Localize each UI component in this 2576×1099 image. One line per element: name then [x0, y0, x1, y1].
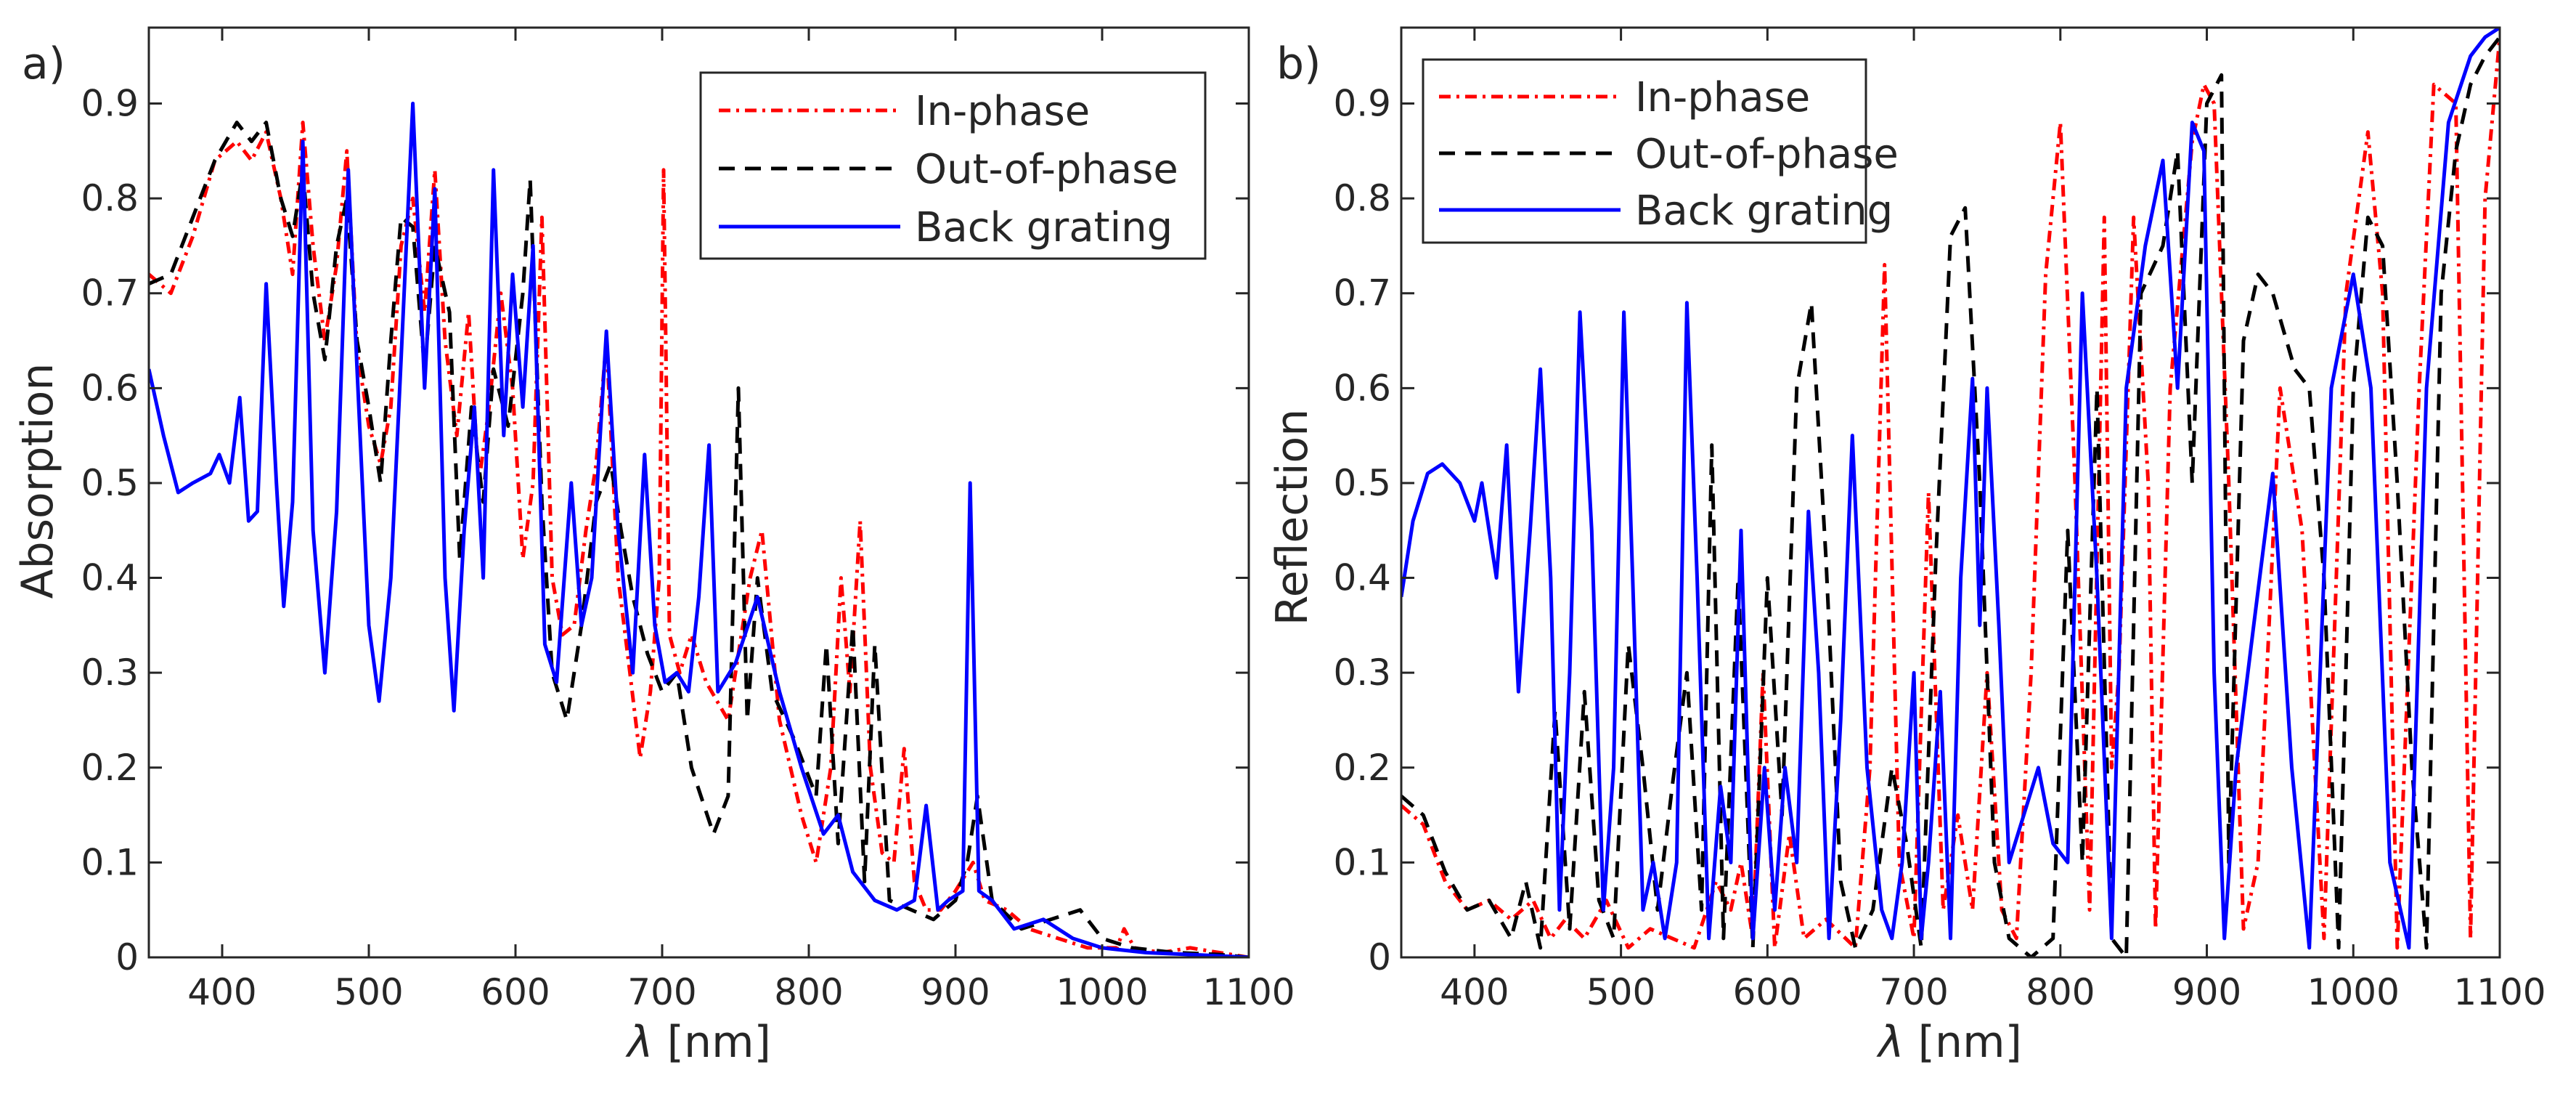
panel-b-series-back-grating [1401, 28, 2500, 950]
panel-a-xtick-label: 900 [921, 971, 990, 1013]
panel-b-xlabel: λ [nm] [1876, 1017, 2022, 1068]
panel-b-ytick-label: 0.9 [1333, 82, 1391, 124]
panel-b-ytick-label: 0.5 [1333, 462, 1391, 504]
panel-b-xlabel-symbol: λ [1876, 1017, 1904, 1068]
panel-b-legend-label: Out-of-phase [1635, 131, 1899, 178]
panel-b-ytick-label: 0.3 [1333, 652, 1391, 694]
panel-a-xtick-label: 700 [627, 971, 696, 1013]
panel-b-series-group [1401, 28, 2500, 957]
panel-a-xtick-label: 1100 [1202, 971, 1295, 1013]
panel-b-legend-label: Back grating [1635, 187, 1893, 235]
panel-b-xtick-label: 1000 [2307, 971, 2400, 1013]
panel-a-ytick-label: 0.9 [81, 82, 139, 124]
panel-b-xtick-label: 600 [1733, 971, 1802, 1013]
panel-b-xtick-label: 500 [1586, 971, 1655, 1013]
panel-a-xtick-label: 500 [334, 971, 403, 1013]
panel-a-series-group [149, 102, 1249, 957]
panel-a-label: a) [22, 38, 65, 89]
panel-a-axes-box [147, 26, 1250, 959]
panel-b-ytick-label: 0.1 [1333, 841, 1391, 883]
panel-a-plot-area: 400 500 600 700 800 900 1000 1100 0 0.1 0.2 0.3 0.4 0… [81, 26, 1295, 1013]
panel-b-ytick-label: 0.8 [1333, 177, 1391, 219]
panel-a-ytick-label: 0 [115, 936, 139, 978]
panel-b-axes-box [1400, 26, 2501, 959]
panel-a-ytick-label: 0.3 [81, 652, 139, 694]
panel-b-ytick-label: 0 [1368, 936, 1391, 978]
panel-b-legend-box [1422, 58, 1867, 244]
panel-b-xtick-label: 800 [2026, 971, 2095, 1013]
panel-b-legend-label: In-phase [1635, 74, 1810, 121]
panel-a-series-in-phase [149, 121, 1249, 957]
panel-a-legend-label: Back grating [915, 204, 1173, 251]
panel-b-xtick-label: 1100 [2453, 971, 2546, 1013]
panel-b-ytick-label: 0.4 [1333, 557, 1391, 599]
panel-b-series-out-of-phase [1401, 36, 2500, 957]
panel-a-ytick-label: 0.5 [81, 462, 139, 504]
panel-b-ylabel: Reflection [1267, 409, 1318, 626]
panel-a-ylabel: Absorption [12, 363, 63, 599]
panel-b-legend: In-phase Out-of-phase Back grating [1422, 58, 1899, 244]
panel-a-xtick-label: 400 [187, 971, 256, 1013]
panel-b-ytick-label: 0.6 [1333, 367, 1391, 409]
panel-b-xtick-label: 700 [1879, 971, 1948, 1013]
panel-a-ytick-label: 0.1 [81, 841, 139, 883]
panel-a-ytick-label: 0.7 [81, 272, 139, 315]
panel-a-xlabel: λ [nm] [625, 1017, 771, 1068]
panel-a-xtick-label: 600 [481, 971, 550, 1013]
panel-b-ytick-label: 0.2 [1333, 747, 1391, 789]
panel-a-ytick-label: 0.6 [81, 367, 139, 409]
panel-a-ytick-label: 0.8 [81, 177, 139, 219]
panel-a-xtick-label: 800 [774, 971, 843, 1013]
panel-b-plot-area: 400 500 600 700 800 900 1000 1100 0 0.1 0.2 0.3 0.4 0… [1333, 26, 2546, 1013]
panel-a-legend-label: In-phase [915, 88, 1090, 135]
panel-a-legend-label: Out-of-phase [915, 146, 1178, 193]
panel-a-ytick-label: 0.2 [81, 747, 139, 789]
panel-b-series-in-phase [1401, 36, 2500, 950]
panel-b-xtick-label: 900 [2172, 971, 2241, 1013]
panel-a-legend: In-phase Out-of-phase Back grating [699, 71, 1207, 260]
panel-a-ytick-label: 0.4 [81, 557, 139, 599]
panel-a-xlabel-unit: [nm] [653, 1017, 771, 1068]
panel-b-ytick-label: 0.7 [1333, 272, 1391, 315]
panel-a-series-back-grating [149, 102, 1249, 957]
panel-b-xtick-label: 400 [1440, 971, 1509, 1013]
panel-b-xlabel-unit: [nm] [1904, 1017, 2022, 1068]
panel-a-xtick-label: 1000 [1056, 971, 1148, 1013]
panel-a-xlabel-symbol: λ [625, 1017, 653, 1068]
panel-a: a) Absorption λ [nm] 400 500 600 700 800 900 1… [12, 26, 1295, 1068]
panel-b-label: b) [1276, 38, 1321, 89]
panel-b: b) Reflection λ [nm] 400 500 600 700 800 900 1… [1267, 26, 2546, 1068]
